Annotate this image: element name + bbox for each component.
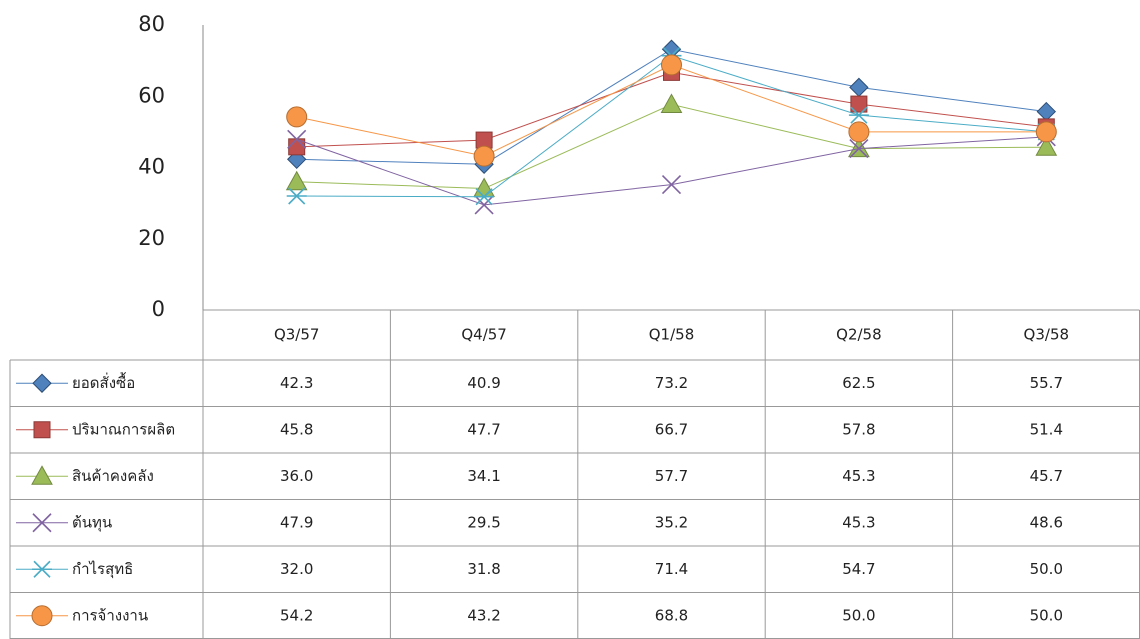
table-value: 45.3 bbox=[842, 513, 875, 531]
table-value: 43.2 bbox=[467, 606, 500, 624]
legend-label: ยอดสั่งซื้อ bbox=[72, 372, 135, 392]
point-marker bbox=[1035, 121, 1057, 143]
point-marker bbox=[474, 195, 494, 215]
legend-marker bbox=[31, 605, 53, 627]
table-value: 57.8 bbox=[842, 420, 875, 438]
table-value: 50.0 bbox=[1030, 606, 1063, 624]
table-value: 42.3 bbox=[280, 374, 313, 392]
legend-label: ต้นทุน bbox=[72, 513, 112, 532]
legend-label: กำไรสุทธิ bbox=[72, 560, 133, 579]
y-tick-label: 20 bbox=[138, 226, 165, 250]
table-value: 32.0 bbox=[280, 560, 313, 578]
table-value: 48.6 bbox=[1030, 513, 1063, 531]
series-line bbox=[296, 103, 1047, 190]
point-marker bbox=[285, 170, 308, 191]
table-value: 50.0 bbox=[842, 606, 875, 624]
point-marker bbox=[849, 139, 869, 159]
point-marker bbox=[1035, 136, 1058, 156]
point-marker bbox=[287, 129, 307, 149]
point-marker bbox=[849, 77, 869, 98]
point-marker bbox=[286, 149, 307, 170]
table-value: 50.0 bbox=[1030, 560, 1063, 578]
y-tick-label: 0 bbox=[152, 297, 165, 321]
table-value: 73.2 bbox=[655, 374, 688, 392]
legend-marker bbox=[31, 465, 53, 485]
table-value: 29.5 bbox=[467, 513, 500, 531]
point-marker bbox=[286, 106, 308, 128]
table-value: 71.4 bbox=[655, 560, 688, 578]
table-value: 47.7 bbox=[467, 420, 500, 438]
table-value: 40.9 bbox=[467, 374, 500, 392]
category-label: Q3/57 bbox=[274, 326, 320, 344]
table-value: 31.8 bbox=[467, 560, 500, 578]
legend-marker bbox=[32, 560, 52, 578]
category-label: Q1/58 bbox=[649, 326, 695, 344]
point-marker bbox=[660, 93, 683, 113]
legend-marker bbox=[33, 421, 51, 439]
legend-label: การจ้างงาน bbox=[72, 606, 148, 624]
point-marker bbox=[848, 106, 869, 124]
y-tick-label: 80 bbox=[138, 12, 165, 36]
table-value: 68.8 bbox=[655, 606, 688, 624]
table-value: 51.4 bbox=[1030, 420, 1063, 438]
point-marker bbox=[850, 95, 868, 113]
legend-marker bbox=[32, 513, 52, 533]
table-value: 45.8 bbox=[280, 420, 313, 438]
table-value: 47.9 bbox=[280, 513, 313, 531]
table-value: 36.0 bbox=[280, 467, 313, 485]
point-marker bbox=[473, 177, 495, 198]
point-marker bbox=[661, 175, 682, 195]
point-marker bbox=[473, 145, 495, 167]
legend-label: ปริมาณการผลิต bbox=[72, 420, 175, 438]
y-tick-label: 40 bbox=[138, 155, 165, 179]
category-label: Q4/57 bbox=[461, 326, 507, 344]
point-marker bbox=[286, 187, 307, 205]
table-value: 57.7 bbox=[655, 467, 688, 485]
table-value: 55.7 bbox=[1030, 374, 1063, 392]
point-marker bbox=[661, 54, 682, 76]
y-tick-label: 60 bbox=[138, 83, 165, 107]
category-label: Q3/58 bbox=[1024, 326, 1070, 344]
category-label: Q2/58 bbox=[836, 326, 882, 344]
series-line bbox=[296, 136, 1047, 206]
table-value: 54.2 bbox=[280, 606, 313, 624]
table-value: 62.5 bbox=[842, 374, 875, 392]
point-marker bbox=[474, 188, 495, 206]
table-value: 34.1 bbox=[467, 467, 500, 485]
point-marker bbox=[1036, 101, 1057, 122]
legend-label: สินค้าคงคลัง bbox=[72, 467, 154, 485]
table-value: 66.7 bbox=[655, 420, 688, 438]
point-marker bbox=[848, 121, 870, 143]
table-value: 45.7 bbox=[1030, 467, 1063, 485]
legend-marker bbox=[32, 373, 52, 393]
table-value: 45.3 bbox=[842, 467, 875, 485]
table-value: 54.7 bbox=[842, 560, 875, 578]
table-value: 35.2 bbox=[655, 513, 688, 531]
